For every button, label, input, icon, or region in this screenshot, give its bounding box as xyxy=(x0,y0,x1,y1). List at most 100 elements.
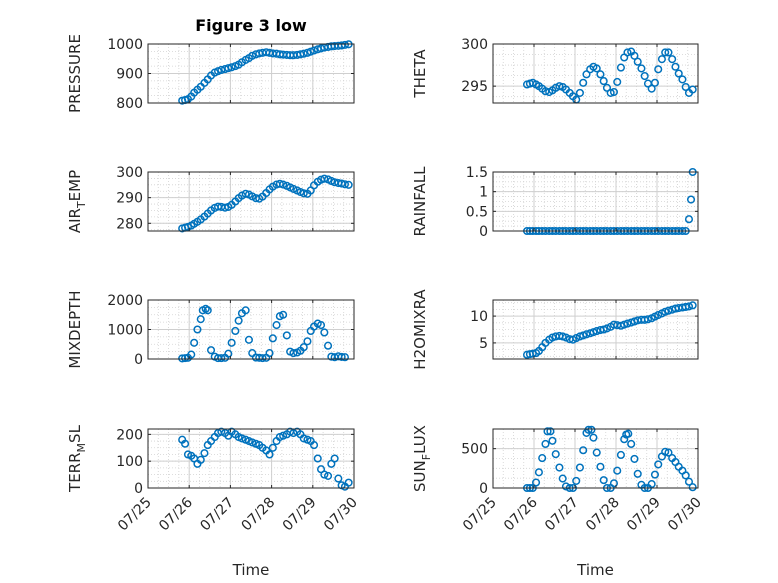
data-point xyxy=(330,454,339,463)
data-point xyxy=(323,341,333,350)
data-point xyxy=(234,316,243,325)
y-tick-label: 0 xyxy=(479,224,488,240)
data-point xyxy=(265,450,274,459)
data-point xyxy=(299,49,308,58)
y-tick-label: 0 xyxy=(479,481,488,497)
data-point xyxy=(584,425,593,434)
data-point xyxy=(613,466,622,475)
x-tick-label: 07/27 xyxy=(197,495,237,535)
y-tick-label: 900 xyxy=(116,67,143,83)
data-point xyxy=(320,174,329,183)
data-point xyxy=(620,435,629,444)
data-point xyxy=(268,443,277,452)
data-point xyxy=(587,425,596,434)
axes-box xyxy=(492,428,699,489)
data-point xyxy=(541,439,550,449)
y-tick-label: 1 xyxy=(479,185,488,201)
data-point xyxy=(688,301,697,310)
data-point xyxy=(684,302,694,311)
y-tick-label: 1000 xyxy=(107,323,143,339)
data-point xyxy=(684,477,694,486)
data-point xyxy=(323,471,333,480)
x-tick-label: 07/26 xyxy=(156,494,196,534)
data-point xyxy=(309,441,319,450)
data-point xyxy=(279,180,288,189)
data-point xyxy=(633,57,642,66)
data-point xyxy=(579,446,588,455)
y-tick-label: 0 xyxy=(134,481,143,497)
data-point xyxy=(279,310,288,319)
data-point xyxy=(674,69,683,78)
subplot-terr-msl: 0 100 200 TERRMSL 07/25 07/26 07/27 07/28 07/29 0… xyxy=(66,424,361,579)
data-point xyxy=(272,321,281,330)
data-point xyxy=(289,349,298,358)
y-axis-label: AIRTEMP xyxy=(66,170,88,233)
data-point xyxy=(237,434,246,443)
data-point xyxy=(534,468,543,477)
data-point xyxy=(265,349,274,358)
data-point xyxy=(623,319,632,328)
data-point xyxy=(602,324,612,333)
data-point xyxy=(579,78,588,87)
y-axis-label: H2OMIXRA xyxy=(411,289,429,370)
data-point xyxy=(548,436,557,445)
data-point xyxy=(217,427,226,436)
y-tick-label: 5 xyxy=(479,336,488,352)
x-tick-label: 07/28 xyxy=(239,495,279,535)
data-point xyxy=(231,326,240,336)
data-point xyxy=(613,77,622,86)
x-tick-label: 07/29 xyxy=(624,495,664,535)
data-point xyxy=(196,455,205,464)
data-point xyxy=(678,75,687,84)
data-point xyxy=(643,315,653,324)
data-point xyxy=(220,203,230,212)
y-tick-label: 300 xyxy=(116,165,143,181)
plot-area xyxy=(148,172,354,231)
data-point xyxy=(344,478,353,487)
data-point xyxy=(196,315,205,324)
axes-box xyxy=(147,171,355,232)
x-tick-label: 07/30 xyxy=(321,495,361,535)
y-tick-label: 1000 xyxy=(107,37,143,53)
y-axis-label: TERRMSL xyxy=(66,424,88,493)
data-point xyxy=(627,439,636,449)
subplot-theta: 295 300 THETA xyxy=(411,37,699,104)
data-point xyxy=(661,48,670,57)
data-point xyxy=(599,476,608,485)
y-tick-label: 280 xyxy=(116,216,143,232)
data-point xyxy=(596,70,605,79)
data-point xyxy=(654,310,663,320)
x-tick-label: 07/25 xyxy=(115,495,155,535)
data-point xyxy=(592,64,601,73)
subplot-h2omixra: 5 10 H2OMIXRA xyxy=(411,289,699,370)
data-point xyxy=(686,195,696,204)
subplot-pressure: 800 900 1000 PRESSURE Figure 3 low xyxy=(66,16,355,113)
data-point xyxy=(657,55,666,64)
data-point xyxy=(664,448,673,457)
data-point xyxy=(661,447,670,456)
x-axis-label: Time xyxy=(576,561,614,579)
axes-box xyxy=(492,299,699,360)
x-tick-label: 07/25 xyxy=(460,495,500,535)
data-point xyxy=(227,338,236,347)
data-point xyxy=(589,433,598,442)
data-point xyxy=(688,85,697,94)
data-point xyxy=(340,353,349,362)
data-point xyxy=(299,189,308,198)
data-point xyxy=(532,478,541,487)
data-point xyxy=(543,427,552,436)
data-point xyxy=(624,429,633,438)
data-point xyxy=(616,450,625,460)
data-point xyxy=(602,83,612,92)
y-tick-label: 800 xyxy=(116,96,143,112)
data-point xyxy=(244,335,253,344)
data-point xyxy=(599,77,608,86)
data-point xyxy=(650,78,660,87)
data-point xyxy=(684,215,694,224)
data-point xyxy=(575,88,584,97)
data-point xyxy=(344,180,353,189)
data-point xyxy=(217,354,226,363)
y-axis-label: PRESSURE xyxy=(66,34,84,113)
data-point xyxy=(268,334,277,343)
